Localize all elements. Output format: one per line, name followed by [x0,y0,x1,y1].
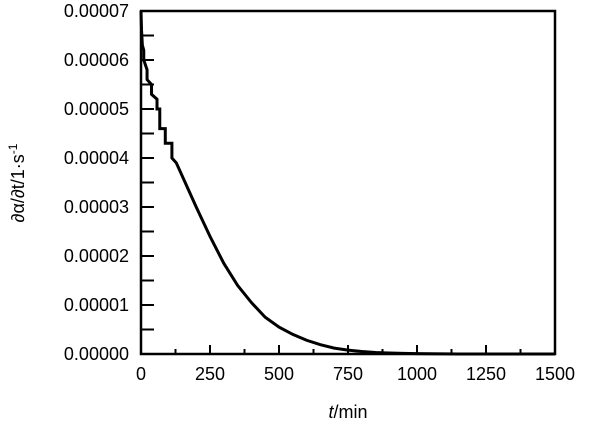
x-axis-label: t/min [328,402,367,422]
x-tick-label: 1250 [466,364,506,384]
y-tick-label: 0.00005 [64,99,129,119]
plot-line-layer [139,10,555,356]
x-tick-label: 1000 [397,364,437,384]
y-tick-label: 0.00000 [64,344,129,364]
x-tick-label: 0 [136,364,146,384]
ticks-layer [140,10,556,355]
x-tick-label: 250 [195,364,225,384]
y-tick-label: 0.00007 [64,1,129,21]
y-tick-label: 0.00002 [64,246,129,266]
x-axis-label-unit: /min [334,402,368,422]
x-tick-label: 500 [264,364,294,384]
x-tick-label: 1500 [535,364,575,384]
tick-labels-layer: 0 250 500 750 1000 1250 1500 0.00000 0.00001 0.00… [64,1,575,384]
plot-frame [139,9,557,356]
y-axis-label-superscript: -1 [6,143,20,154]
y-tick-label: 0.00004 [64,148,129,168]
x-axis-label-variable: t [328,402,334,422]
series-line [139,10,555,356]
y-axis-label: ∂α/∂t/1·s-1 [6,143,28,222]
y-tick-label: 0.00001 [64,295,129,315]
y-tick-label: 0.00006 [64,50,129,70]
x-tick-label: 750 [333,364,363,384]
y-tick-label: 0.00003 [64,197,129,217]
y-axis-label-text: ∂α/∂t/1·s [8,154,28,222]
